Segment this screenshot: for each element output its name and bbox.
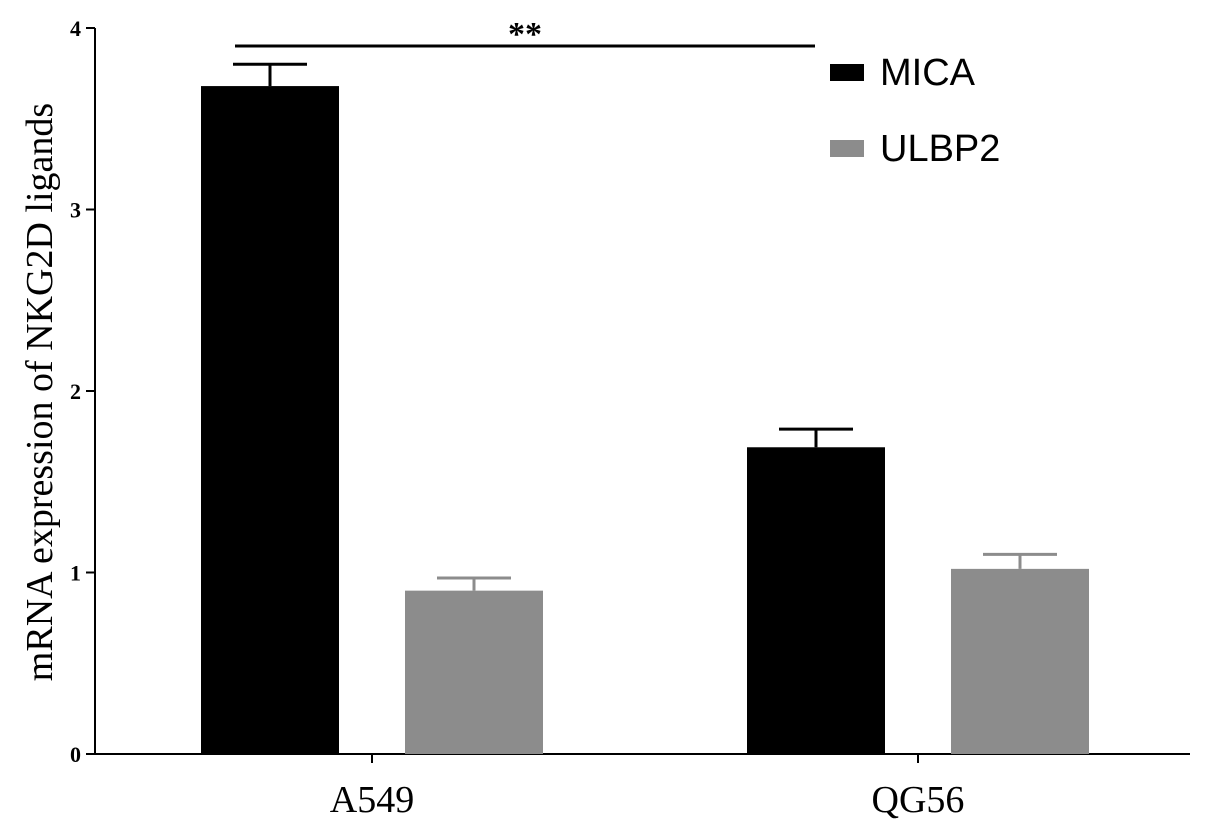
bars xyxy=(201,86,1089,754)
legend-swatch-mica xyxy=(830,64,864,81)
bar-ulbp2-a549 xyxy=(405,590,543,754)
error-bars xyxy=(233,62,1057,591)
y-tick-label: 3 xyxy=(70,198,81,223)
legend: MICA ULBP2 xyxy=(830,52,1000,170)
legend-swatch-ulbp2 xyxy=(830,140,864,157)
bar-mica-qg56 xyxy=(747,447,885,754)
legend-label-ulbp2: ULBP2 xyxy=(880,128,1000,170)
y-tick-label: 2 xyxy=(70,379,81,404)
bar-ulbp2-qg56 xyxy=(951,568,1089,754)
x-tick-label: QG56 xyxy=(872,779,965,821)
bar-mica-a549 xyxy=(201,86,339,754)
significance-annotation: ** xyxy=(235,16,815,53)
x-tick-label: A549 xyxy=(330,779,414,821)
legend-label-mica: MICA xyxy=(880,52,976,94)
significance-label: ** xyxy=(508,16,542,53)
y-tick-label: 0 xyxy=(70,742,81,767)
x-axis: A549 QG56 xyxy=(95,753,1190,821)
y-tick-label: 1 xyxy=(70,561,81,586)
y-tick-label: 4 xyxy=(70,16,81,41)
y-axis-title: mRNA expression of NKG2D ligands xyxy=(19,103,61,681)
y-axis: 0 1 2 3 4 xyxy=(70,16,96,767)
